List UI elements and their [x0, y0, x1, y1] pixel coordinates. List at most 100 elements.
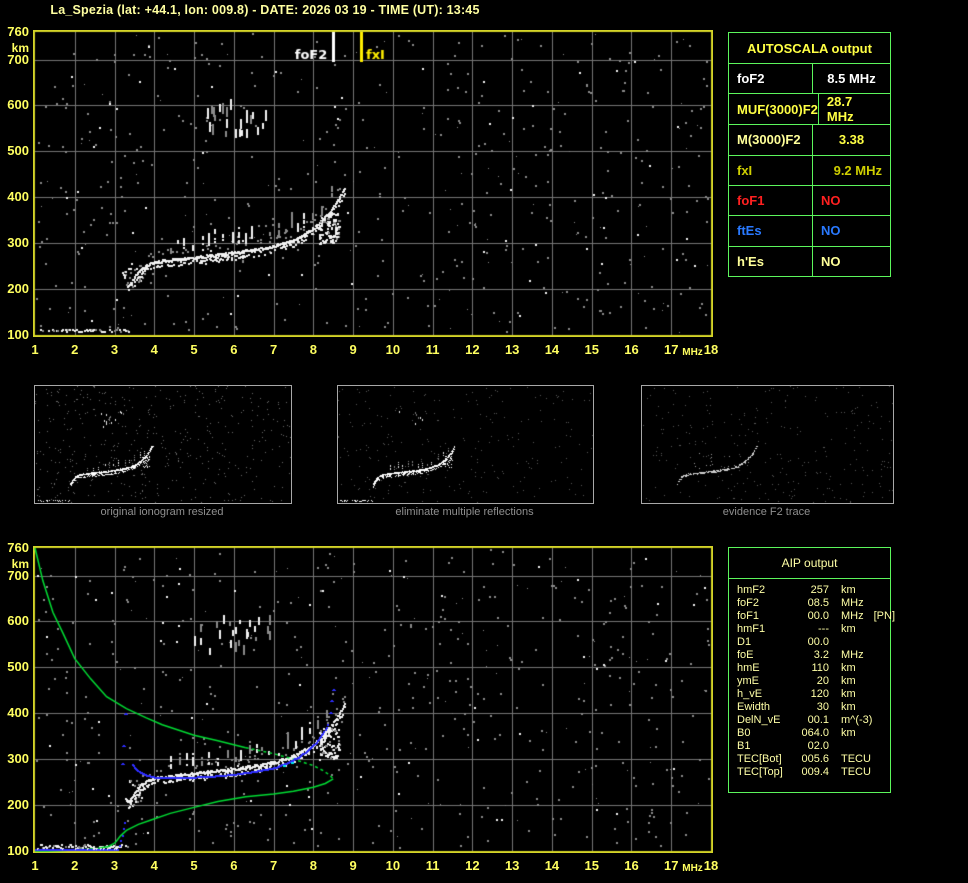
- aip-label: h_vE: [737, 688, 763, 700]
- x-tick-label: 16: [624, 342, 639, 357]
- parameter-value: 8.5 MHz: [812, 64, 890, 94]
- y-tick-label: 100: [7, 327, 29, 342]
- y-tick-label: 760: [7, 540, 29, 555]
- aip-unit: km: [841, 584, 856, 596]
- aip-label: foE: [737, 649, 754, 661]
- aip-unit: TECU: [841, 753, 871, 765]
- aip-value: 30: [816, 701, 829, 713]
- aip-extra: [PN]: [873, 610, 896, 622]
- aip-label: hmF1: [737, 623, 766, 635]
- aip-unit: MHz: [841, 610, 864, 622]
- aip-table-rows: hmF2 257 km foF2 08.5 MHz foF1 00.0 MHz [PN] hmF1 -…: [729, 579, 895, 779]
- parameter-value: 3.38: [812, 125, 890, 155]
- y-axis-unit: km: [11, 41, 29, 55]
- x-tick-label: 1: [31, 342, 39, 357]
- parameter-value: NO: [812, 185, 890, 216]
- thumbnail-caption: eliminate multiple reflections: [395, 506, 534, 518]
- aip-value: 00.1: [807, 714, 829, 726]
- autoscala-row-ftes: ftEs NO: [729, 215, 890, 246]
- x-tick-label: 7: [269, 858, 278, 873]
- aip-table-header: AIP output: [729, 548, 890, 579]
- page-title: La_Spezia (lat: +44.1, lon: 009.8) - DAT…: [50, 3, 480, 17]
- autoscala-row-fof2: foF2 8.5 MHz: [729, 63, 890, 94]
- aip-value: 005.6: [801, 753, 829, 765]
- aip-value: 257: [810, 584, 829, 596]
- x-tick-label: 10: [385, 858, 401, 873]
- aip-value: 3.2: [813, 649, 829, 661]
- aip-label: foF1: [737, 610, 760, 622]
- aip-row-b1: B1 02.0: [737, 740, 890, 753]
- aip-row-tec-top-: TEC[Top] 009.4 TECU: [737, 766, 890, 779]
- autoscala-row-fxi: fxI 9.2 MHz: [729, 154, 890, 185]
- aip-unit: km: [841, 701, 856, 713]
- aip-value: 110: [811, 662, 829, 674]
- aip-unit: m^(-3): [841, 714, 873, 726]
- y-tick-label: 400: [7, 705, 29, 721]
- aip-label: hmF2: [737, 584, 766, 596]
- aip-label: B1: [737, 740, 751, 752]
- aip-value: 00.0: [807, 636, 829, 648]
- aip-row-fof2: foF2 08.5 MHz: [737, 597, 890, 610]
- thumbnail-original-ionogram-resized: [34, 385, 292, 504]
- y-tick-label: 300: [7, 751, 29, 767]
- aip-label: ymE: [737, 675, 759, 687]
- y-tick-label: 600: [7, 613, 29, 629]
- y-tick-label: 600: [7, 97, 29, 113]
- aip-row-h-ve: h_vE 120 km: [737, 688, 890, 701]
- x-tick-label: 18: [703, 342, 719, 357]
- x-tick-label: 11: [425, 858, 440, 873]
- y-tick-label: 400: [7, 189, 29, 205]
- x-tick-label: 5: [190, 342, 198, 357]
- aip-output-table: AIP output hmF2 257 km foF2 08.5 MHz foF1 00.0 M…: [728, 547, 895, 793]
- parameter-label: foF1: [737, 193, 765, 209]
- y-axis-unit: km: [11, 557, 29, 571]
- aip-value: ---: [818, 623, 829, 635]
- aip-value: 009.4: [801, 766, 829, 778]
- x-tick-label: 8: [309, 342, 317, 357]
- y-tick-label: 500: [7, 143, 29, 159]
- aip-unit: MHz: [841, 649, 864, 661]
- x-tick-label: 1: [31, 858, 39, 873]
- parameter-label: MUF(3000)F2: [737, 101, 818, 117]
- y-tick-label: 500: [7, 659, 29, 675]
- x-tick-label: 3: [110, 342, 119, 357]
- aip-label: Ewidth: [737, 701, 771, 713]
- x-tick-label: 12: [465, 342, 480, 357]
- aip-label: TEC[Bot]: [737, 753, 782, 765]
- x-tick-label: 7: [269, 342, 278, 357]
- thumbnail-evidence-F2-trace: [641, 385, 894, 504]
- x-tick-label: 14: [544, 858, 560, 873]
- parameter-label: fxI: [737, 162, 753, 178]
- aip-value: 00.0: [807, 610, 829, 622]
- y-tick-label: 200: [7, 281, 29, 297]
- parameter-value: NO: [812, 246, 890, 276]
- aip-label: foF2: [737, 597, 760, 609]
- aip-value: 120: [810, 688, 829, 700]
- parameter-value: NO: [812, 216, 890, 246]
- aip-row-hmf1: hmF1 --- km: [737, 623, 890, 636]
- aip-unit: km: [841, 662, 856, 674]
- x-tick-label: 9: [349, 858, 357, 873]
- aip-value: 08.5: [807, 597, 829, 609]
- autoscala-row-muf-3000-f2: MUF(3000)F2 28.7 MHz: [729, 93, 890, 125]
- thumbnail-caption: original ionogram resized: [100, 506, 224, 518]
- parameter-value: 28.7 MHz: [817, 94, 890, 125]
- aip-unit: MHz: [841, 597, 864, 609]
- aip-unit: TECU: [841, 766, 871, 778]
- x-tick-label: 6: [230, 342, 238, 357]
- x-tick-label: 14: [544, 342, 560, 357]
- aip-unit: km: [841, 727, 856, 739]
- autoscala-row-fof1: foF1 NO: [729, 184, 890, 216]
- aip-label: TEC[Top]: [737, 766, 783, 778]
- aip-row-foe: foE 3.2 MHz: [737, 649, 890, 662]
- x-tick-label: 3: [110, 858, 119, 873]
- x-axis-unit: MHz: [682, 863, 703, 874]
- autoscala-row-h-es: h'Es NO: [729, 245, 890, 276]
- x-axis-unit: MHz: [682, 347, 703, 358]
- thumbnail-caption: evidence F2 trace: [722, 506, 811, 518]
- aip-value: 064.0: [801, 727, 829, 739]
- y-tick-label: 200: [7, 797, 29, 813]
- x-tick-label: 17: [664, 342, 679, 357]
- y-tick-label: 700: [7, 567, 29, 583]
